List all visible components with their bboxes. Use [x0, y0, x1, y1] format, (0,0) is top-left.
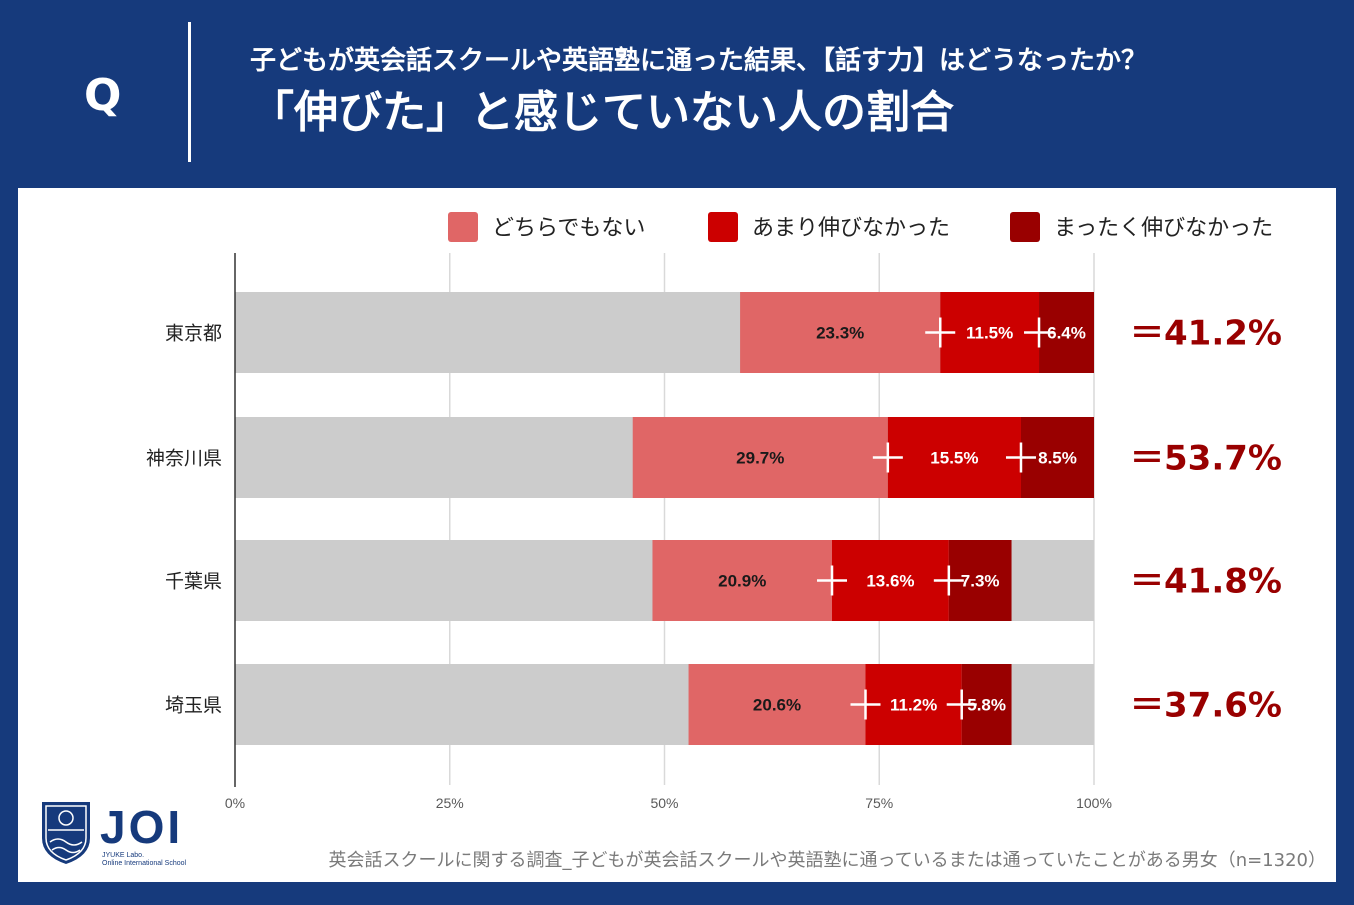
x-tick-label: 25%: [436, 795, 464, 811]
category-label: 神奈川県: [146, 448, 222, 470]
header-divider: [188, 22, 191, 162]
bar-segment: [887, 417, 1021, 498]
data-label: 8.5%: [1038, 449, 1077, 468]
school-crest-icon: [42, 802, 90, 864]
legend-label: あまり伸びなかった: [752, 216, 950, 241]
x-tick-label: 75%: [865, 795, 893, 811]
total-label: ＝37.6%: [1130, 686, 1282, 726]
category-label: 東京都: [165, 323, 222, 345]
bar-segment: [940, 292, 1040, 373]
logo-text: JOI: [100, 801, 184, 853]
x-tick-label: 0%: [225, 795, 245, 811]
legend-swatch: [448, 212, 478, 242]
legend-swatch: [708, 212, 738, 242]
category-label: 埼玉県: [165, 695, 222, 717]
data-label: 23.3%: [816, 324, 864, 343]
page-title: 「伸びた」と感じていない人の割合: [250, 87, 954, 138]
data-label: 13.6%: [866, 572, 914, 591]
total-label: ＝41.8%: [1130, 562, 1282, 602]
total-label: ＝41.2%: [1130, 314, 1282, 354]
data-label: 15.5%: [930, 449, 978, 468]
subtitle: 子どもが英会話スクールや英語塾に通った結果、【話す力】はどうなったか？: [250, 46, 1148, 76]
data-label: 11.2%: [890, 696, 937, 715]
data-label: 6.4%: [1047, 324, 1086, 343]
legend-swatch: [1010, 212, 1040, 242]
logo-subtitle-1: JYUKE Labo.: [102, 852, 145, 859]
legend-label: どちらでもない: [492, 216, 645, 241]
data-label: 7.3%: [961, 572, 1000, 591]
bar-segment: [632, 417, 888, 498]
data-label: 29.7%: [736, 449, 784, 468]
bar-segment: [865, 664, 962, 745]
bar-segment: [832, 540, 949, 621]
bar-segment: [688, 664, 866, 745]
data-label: 20.9%: [718, 572, 766, 591]
bar-segment: [740, 292, 941, 373]
bar-segment: [652, 540, 833, 621]
total-label: ＝53.7%: [1130, 439, 1282, 479]
logo-subtitle-2: Online International School: [102, 860, 187, 867]
x-tick-label: 50%: [650, 795, 678, 811]
legend-label: まったく伸びなかった: [1054, 216, 1273, 241]
data-label: 5.8%: [967, 696, 1006, 715]
category-label: 千葉県: [165, 571, 222, 593]
source-note: 英会話スクールに関する調査_子どもが英会話スクールや英語塾に通っているまたは通っ…: [328, 850, 1327, 871]
data-label: 20.6%: [753, 696, 801, 715]
data-label: 11.5%: [966, 324, 1013, 343]
x-tick-label: 100%: [1076, 795, 1112, 811]
q-mark: Q: [84, 70, 122, 121]
